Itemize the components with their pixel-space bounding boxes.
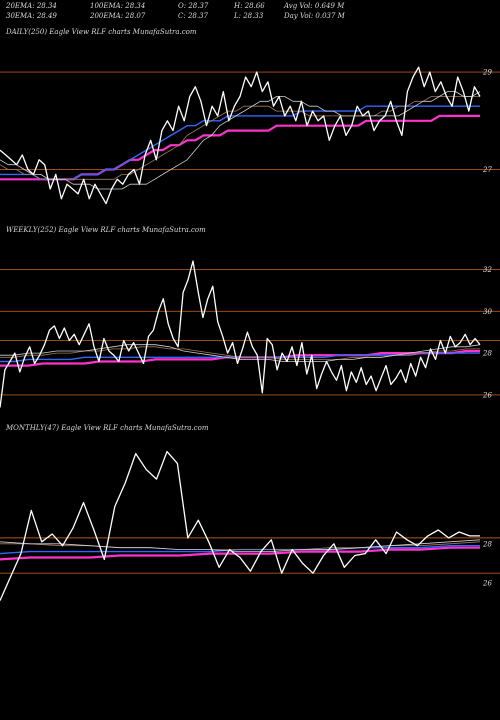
weekly-panel: 32 30 28 26 [0,260,500,408]
daily-ytick-label: 29 [482,69,492,77]
weekly-panel-title: WEEKLY(252) Eagle View RLF charts Munafa… [6,226,206,234]
monthly-panel: 28 26 [0,450,500,601]
daily-ytick-label: 27 [482,166,492,174]
weekly-price-line [0,260,481,408]
stat-200ema: 200EMA: 28.07 [89,12,146,20]
stat-close: C: 28.37 [178,12,209,20]
monthly-panel-title: MONTHLY(47) Eagle View RLF charts Munafa… [5,424,209,432]
monthly-ema20-line [0,539,481,552]
daily-price-line [0,66,481,205]
stat-open: O: 28.37 [178,2,209,10]
header-stats: 20EMA: 28.34 100EMA: 28.34 O: 28.37 H: 2… [5,2,346,20]
daily-panel-title: DAILY(250) Eagle View RLF charts MunafaS… [5,28,197,36]
stat-30ema: 30EMA: 28.49 [6,12,57,20]
stat-high: H: 28.66 [233,2,265,10]
stat-day-vol: Day Vol: 0.037 M [283,12,346,20]
daily-ema100-line [0,105,480,181]
monthly-ytick-label: 28 [482,540,492,548]
weekly-ytick-label: 30 [483,308,492,316]
weekly-ytick-label: 26 [482,391,492,399]
daily-ema20-line [0,91,481,190]
stat-100ema: 100EMA: 28.34 [90,2,145,10]
monthly-ema30-line [0,541,481,550]
monthly-ytick-label: 26 [482,579,492,587]
daily-panel: 29 27 [0,66,500,205]
daily-ema30-line [0,96,480,180]
weekly-ytick-label: 28 [482,350,492,358]
weekly-ema20-line [0,344,481,362]
monthly-ema200-line [0,546,480,561]
stat-low: L: 28.33 [233,12,264,20]
weekly-ytick-label: 32 [483,266,492,274]
stat-20ema: 20EMA: 28.34 [5,2,57,10]
monthly-price-line [0,450,480,601]
stat-avg-vol: Avg Vol: 0.649 M [283,2,345,10]
